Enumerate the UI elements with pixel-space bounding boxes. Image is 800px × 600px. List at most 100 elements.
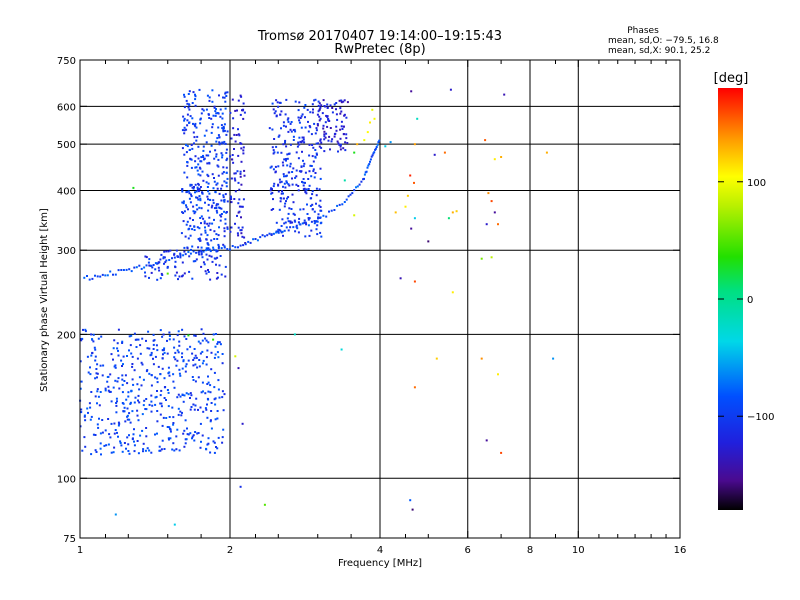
echo-point xyxy=(218,143,221,146)
echo-point xyxy=(172,338,175,341)
echo-point xyxy=(314,156,317,159)
echo-point xyxy=(308,234,311,237)
echo-point xyxy=(90,415,93,418)
echo-point xyxy=(237,234,240,237)
scatter-point xyxy=(480,257,483,260)
echo-point xyxy=(184,235,187,238)
echo-point xyxy=(90,453,93,456)
trace-point xyxy=(322,214,325,217)
echo-point xyxy=(195,204,198,207)
echo-point xyxy=(210,427,213,430)
echo-point xyxy=(300,115,303,118)
echo-point xyxy=(282,192,284,195)
echo-point xyxy=(203,222,206,225)
echo-point xyxy=(201,339,204,342)
echo-point xyxy=(113,422,116,425)
echo-point xyxy=(209,451,212,454)
echo-point xyxy=(221,436,224,439)
echo-point xyxy=(207,390,210,393)
echo-point xyxy=(190,183,193,186)
echo-point xyxy=(271,191,274,194)
echo-point xyxy=(285,158,288,160)
echo-point xyxy=(188,255,191,258)
echo-point xyxy=(211,123,214,126)
trace-point xyxy=(325,215,328,218)
echo-point xyxy=(196,432,199,435)
echo-point xyxy=(208,254,211,257)
echo-point xyxy=(200,233,203,236)
echo-point xyxy=(93,346,96,349)
scatter-point xyxy=(369,121,371,124)
echo-point xyxy=(201,256,204,259)
echo-point xyxy=(191,376,194,378)
echo-point xyxy=(297,116,300,119)
echo-point xyxy=(201,434,204,437)
echo-point xyxy=(226,200,229,203)
echo-point xyxy=(84,328,87,331)
echo-point xyxy=(106,380,109,383)
echo-point xyxy=(340,120,343,123)
echo-point xyxy=(303,187,306,190)
echo-point xyxy=(217,203,220,206)
echo-point xyxy=(183,126,186,129)
echo-point xyxy=(115,397,118,400)
echo-point xyxy=(237,181,240,184)
echo-point xyxy=(315,194,318,197)
echo-point xyxy=(278,178,281,181)
echo-point xyxy=(212,199,215,202)
echo-point xyxy=(322,127,325,130)
echo-point xyxy=(192,91,195,94)
echo-point xyxy=(183,246,186,249)
echo-point xyxy=(344,141,347,144)
echo-point xyxy=(123,442,126,444)
echo-point xyxy=(319,117,322,120)
echo-point xyxy=(216,238,219,240)
trace-point xyxy=(374,148,377,151)
echo-point xyxy=(300,165,303,168)
echo-point xyxy=(87,371,90,374)
echo-point xyxy=(273,182,276,185)
trace-point xyxy=(263,235,266,238)
echo-point xyxy=(219,343,222,346)
echo-point xyxy=(283,175,285,178)
echo-point xyxy=(307,218,310,221)
echo-point xyxy=(193,186,195,188)
echo-point xyxy=(217,158,220,161)
echo-point xyxy=(231,154,234,156)
echo-point xyxy=(222,194,225,197)
echo-point xyxy=(300,141,303,144)
echo-point xyxy=(123,406,126,409)
echo-point xyxy=(324,121,327,124)
x-tick-label: 8 xyxy=(527,545,533,556)
echo-point xyxy=(230,201,233,204)
echo-point xyxy=(329,104,332,107)
echo-point xyxy=(92,333,95,336)
echo-point xyxy=(217,174,220,177)
echo-point xyxy=(181,147,184,150)
echo-point xyxy=(117,349,119,352)
echo-point xyxy=(242,146,245,149)
echo-point xyxy=(217,126,220,129)
trace-point xyxy=(244,243,247,246)
echo-point xyxy=(185,151,188,154)
echo-point xyxy=(221,396,224,399)
echo-point xyxy=(273,151,276,154)
echo-point xyxy=(302,138,305,141)
echo-point xyxy=(180,232,183,235)
echo-point xyxy=(231,98,234,101)
echo-point xyxy=(87,411,89,414)
echo-point xyxy=(199,122,202,125)
echo-point xyxy=(186,113,189,116)
echo-point xyxy=(314,172,317,174)
echo-point xyxy=(183,394,186,397)
echo-point xyxy=(283,222,286,225)
echo-point xyxy=(177,407,180,410)
echo-point xyxy=(225,185,228,188)
stats-heading: Phases xyxy=(627,26,659,36)
echo-point xyxy=(117,435,119,438)
trace-point xyxy=(313,222,316,225)
echo-point xyxy=(167,405,170,408)
echo-point xyxy=(215,203,218,206)
echo-point xyxy=(133,444,136,447)
echo-point xyxy=(181,411,183,414)
